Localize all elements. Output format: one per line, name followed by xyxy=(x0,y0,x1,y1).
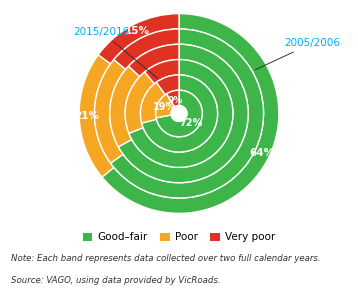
Wedge shape xyxy=(156,94,175,118)
Text: 2015/2016: 2015/2016 xyxy=(73,27,158,78)
Wedge shape xyxy=(118,44,248,183)
Text: 21%: 21% xyxy=(74,111,99,121)
Text: 72%: 72% xyxy=(179,118,203,128)
Wedge shape xyxy=(111,29,263,198)
Text: 2005/2006: 2005/2006 xyxy=(255,38,340,70)
Wedge shape xyxy=(142,75,218,152)
Text: 9%: 9% xyxy=(168,96,183,105)
Wedge shape xyxy=(79,55,114,177)
Circle shape xyxy=(171,106,187,121)
Wedge shape xyxy=(156,90,202,137)
Wedge shape xyxy=(145,60,179,84)
Wedge shape xyxy=(166,90,179,107)
Text: 15%: 15% xyxy=(125,26,150,36)
Text: Source: VAGO, using data provided by VicRoads.: Source: VAGO, using data provided by Vic… xyxy=(11,276,221,285)
Wedge shape xyxy=(125,72,154,133)
Wedge shape xyxy=(114,29,179,69)
Wedge shape xyxy=(140,82,165,123)
Wedge shape xyxy=(102,14,279,213)
Wedge shape xyxy=(98,14,179,64)
Text: 64%: 64% xyxy=(250,148,275,158)
Text: Note: Each band represents data collected over two full calendar years.: Note: Each band represents data collecte… xyxy=(11,254,320,263)
Wedge shape xyxy=(129,60,233,167)
Wedge shape xyxy=(95,60,126,163)
Text: 19%: 19% xyxy=(153,102,176,112)
Wedge shape xyxy=(156,75,179,95)
Wedge shape xyxy=(129,44,179,77)
Legend: Good–fair, Poor, Very poor: Good–fair, Poor, Very poor xyxy=(79,228,279,246)
Wedge shape xyxy=(110,66,140,147)
